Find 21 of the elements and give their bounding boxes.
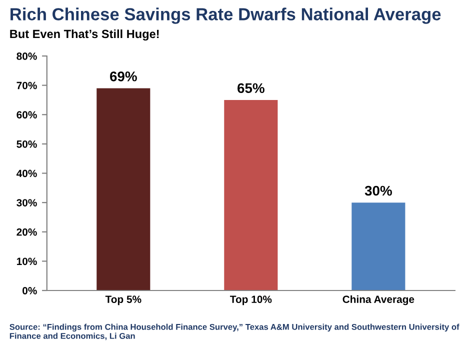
chart-subtitle: But Even That’s Still Huge! (10, 29, 159, 41)
y-tick-label: 0% (22, 287, 37, 294)
bar (224, 100, 278, 290)
y-tick-label: 70% (16, 82, 37, 90)
y-tick-label: 50% (16, 140, 37, 148)
bar (96, 88, 150, 290)
bar (352, 202, 406, 290)
data-label: 69% (110, 71, 137, 82)
y-tick-label: 30% (16, 199, 37, 206)
x-tick-label: China Average (342, 295, 414, 306)
data-label: 65% (238, 83, 264, 94)
y-tick-label: 60% (16, 111, 37, 118)
x-tick-label: Top 5% (105, 296, 142, 306)
data-label: 30% (364, 186, 392, 196)
y-tick-label: 80% (16, 52, 37, 60)
x-tick-label: Top 10% (230, 296, 272, 306)
chart-title: Rich Chinese Savings Rate Dwarfs National Average (10, 8, 441, 24)
y-tick-label: 10% (16, 258, 37, 266)
y-tick-label: 40% (16, 170, 37, 178)
y-tick-label: 20% (16, 228, 37, 236)
source-note: Source: “Findings from China Household Finance Survey,” Texas A&M University and Southwestern University of Finance and Economics, Li Gan (10, 324, 460, 340)
